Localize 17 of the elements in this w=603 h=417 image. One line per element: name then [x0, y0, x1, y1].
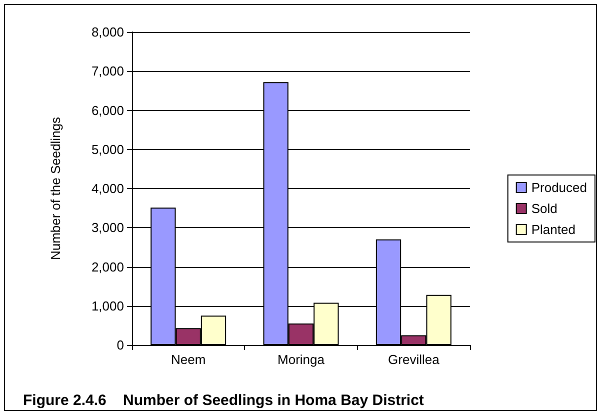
y-tick-label: 1,000: [91, 298, 124, 314]
text: Figure 2.4.6 Number of Seedlings in Homa Bay District: [23, 392, 424, 409]
y-tick-label: 0: [116, 338, 124, 352]
y-tick-label: 3,000: [91, 220, 124, 236]
x-tick-label: Grevillea: [388, 352, 440, 367]
x-tick-label: Moringa: [278, 352, 326, 367]
legend-label: Produced: [531, 180, 588, 195]
x-tick-label: Neem: [170, 352, 206, 367]
legend-label: Planted: [531, 222, 576, 237]
y-axis-title: Number of the Seedlings: [48, 116, 63, 260]
y-tick-label: 8,000: [91, 24, 124, 40]
y-tick-label: 2,000: [91, 259, 124, 274]
y-tick-label: 6,000: [91, 102, 124, 118]
y-tick-label: 7,000: [91, 64, 124, 79]
y-tick-label: 4,000: [91, 181, 124, 196]
y-tick-label: 5,000: [91, 142, 124, 157]
legend-label: Sold: [531, 201, 558, 216]
